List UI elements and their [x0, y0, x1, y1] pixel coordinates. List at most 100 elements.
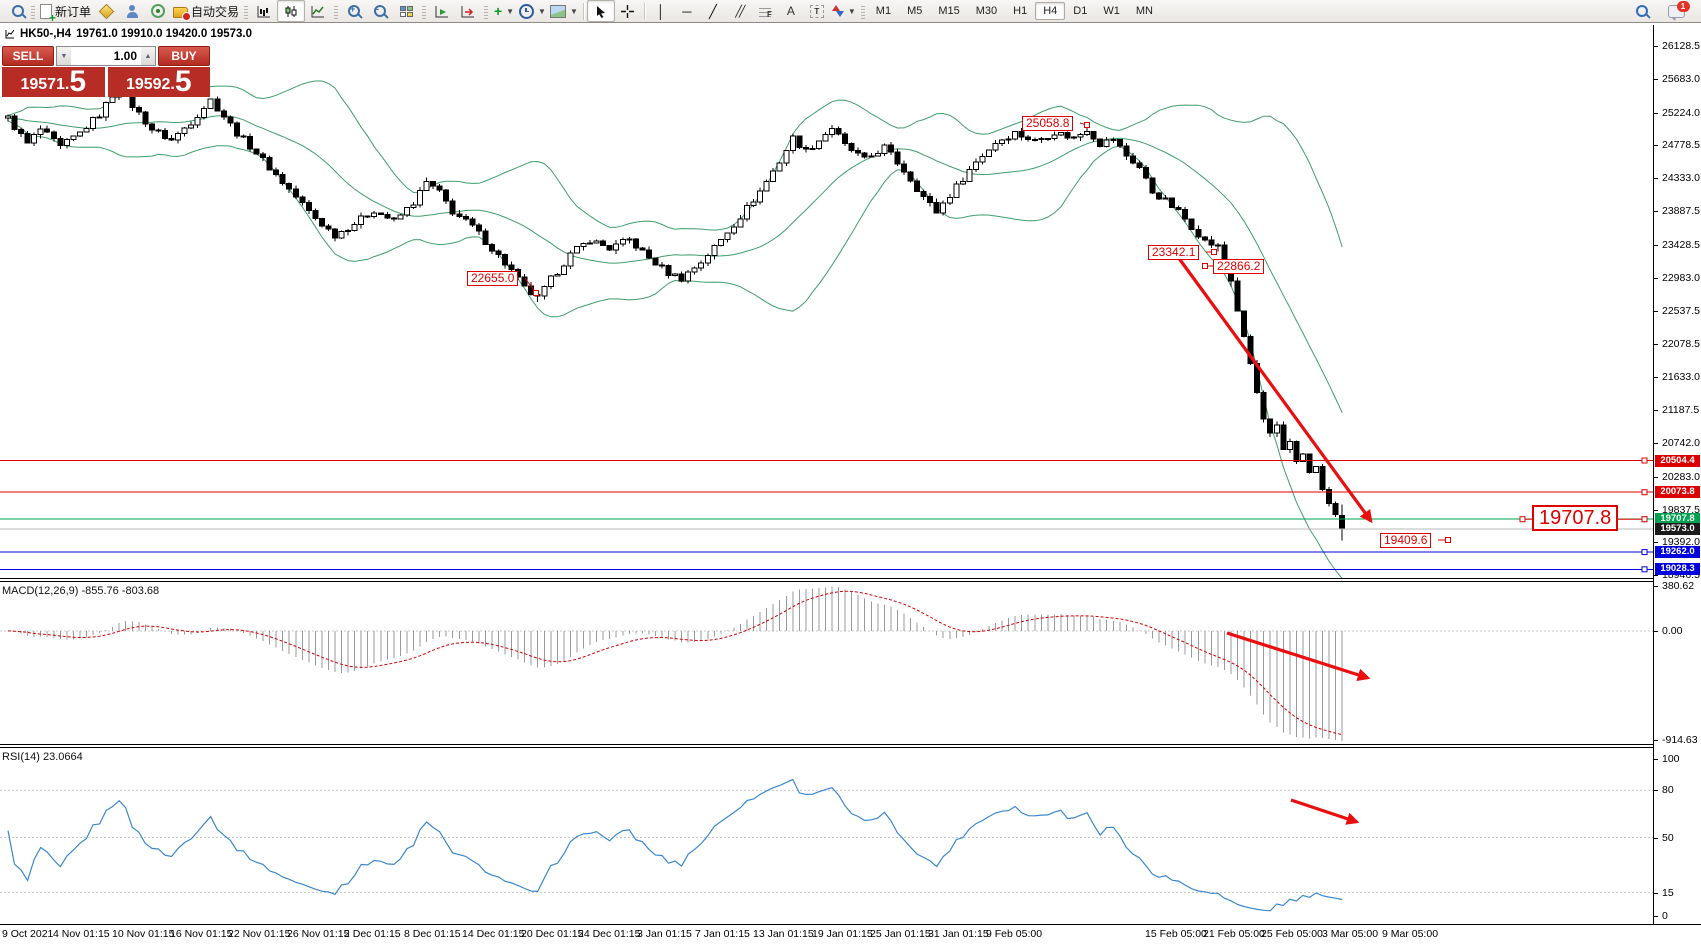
candlestick-chart-button[interactable]	[277, 0, 306, 22]
periods-button[interactable]: ▼	[517, 1, 548, 21]
auto-scroll-button[interactable]	[429, 1, 455, 21]
big-price-label[interactable]: 19707.8	[1532, 505, 1619, 531]
new-order-button[interactable]: 新订单	[38, 1, 93, 24]
panel-divider	[0, 924, 1701, 925]
level-lines[interactable]	[0, 457, 1653, 573]
indicators-button[interactable]: + ▼	[491, 1, 517, 21]
axis-price-badge: 20504.4	[1655, 455, 1700, 467]
price-axis[interactable]: 26128.5 25683.0 25224.0 24778.5 24333.0 23887…	[1653, 25, 1701, 924]
tf-button-M15[interactable]: M15	[938, 5, 960, 17]
vertical-line-button[interactable]: │	[648, 1, 674, 21]
chevron-down-icon: ▼	[506, 6, 515, 16]
tf-button-H1[interactable]: H1	[1013, 5, 1028, 17]
axis-price-badge: 19262.0	[1655, 546, 1700, 558]
axis-tick	[1654, 893, 1658, 894]
bar-chart-button[interactable]	[251, 1, 277, 21]
tf-button-M30[interactable]: M30	[975, 5, 998, 17]
price-chart[interactable]	[0, 25, 1653, 578]
tf-button-H4[interactable]: H4	[1035, 2, 1066, 20]
candles-group	[5, 86, 1346, 541]
autotrading-button[interactable]: 自动交易	[171, 1, 241, 21]
symbol-period-label: HK50-,H4	[20, 28, 72, 40]
toolbar: 新订单 自动交易 + - +▼ ▼	[0, 0, 1701, 24]
axis-tick	[1654, 477, 1658, 478]
time-label: 14 Dec 01:15	[462, 928, 525, 940]
rsi-panel[interactable]: RSI(14) 23.0664	[0, 748, 1653, 924]
buy-button[interactable]: BUY	[158, 46, 210, 66]
macd-panel[interactable]: MACD(12,26,9) -855.76 -803.68	[0, 582, 1653, 744]
chart-shift-button[interactable]	[455, 1, 481, 21]
notifications-button[interactable]: 1	[1663, 0, 1690, 21]
text-button[interactable]: A	[778, 1, 804, 21]
line-chart-button[interactable]	[305, 1, 331, 21]
zoom-out-button[interactable]: -	[367, 1, 393, 21]
time-label: 10 Nov 01:15	[112, 928, 175, 940]
axis-tick	[1654, 178, 1658, 179]
panel-divider	[0, 581, 1701, 582]
buy-price[interactable]: 19592. 5	[107, 67, 210, 97]
sell-price[interactable]: 19571. 5	[2, 67, 105, 97]
fibonacci-icon	[758, 5, 772, 19]
volume-input[interactable]	[71, 47, 141, 65]
main-chart-panel[interactable]: HK50-,H4 19761.0 19910.0 19420.0 19573.0…	[0, 25, 1653, 578]
volume-box: ▼ ▲	[56, 46, 156, 66]
trend-arrow[interactable]	[1290, 798, 1360, 825]
axis-tick	[1654, 79, 1658, 80]
text-label-button[interactable]: T	[804, 1, 830, 21]
tf-button-W1[interactable]: W1	[1103, 5, 1120, 17]
time-axis[interactable]: 9 Oct 2021 4 Nov 01:15 10 Nov 01:15 16 Nov …	[0, 925, 1701, 944]
toolbar-grip	[860, 3, 865, 19]
price-label[interactable]: 22866.2	[1213, 259, 1265, 274]
time-label: 22 Nov 01:15	[228, 928, 291, 940]
metaeditor-icon	[98, 3, 114, 19]
trend-arrow[interactable]	[1226, 631, 1371, 681]
cursor-icon	[596, 5, 605, 18]
time-label: 8 Dec 01:15	[404, 928, 461, 940]
horizontal-line-icon: ─	[682, 3, 692, 19]
crosshair-button[interactable]	[615, 1, 641, 21]
experts-button[interactable]	[119, 1, 145, 21]
signals-button[interactable]	[145, 1, 171, 21]
axis-tick	[1654, 916, 1658, 917]
fibonacci-button[interactable]	[752, 1, 778, 21]
horizontal-line-button[interactable]: ─	[674, 1, 700, 21]
trendline-button[interactable]: ╱	[700, 1, 726, 21]
market-watch-icon[interactable]	[2, 1, 28, 21]
rsi-chart[interactable]	[0, 748, 1653, 924]
tile-windows-button[interactable]	[393, 1, 419, 21]
price-label[interactable]: 25058.8	[1022, 116, 1074, 131]
macd-chart[interactable]	[0, 582, 1653, 744]
axis-tick	[1654, 344, 1658, 345]
sell-button[interactable]: SELL	[2, 46, 54, 66]
metaeditor-button[interactable]	[93, 1, 119, 21]
search-button[interactable]	[1629, 1, 1655, 21]
channel-button[interactable]: ╱╱	[726, 1, 752, 21]
axis-price-label: 26128.5	[1662, 40, 1700, 52]
chart-title: HK50-,H4 19761.0 19910.0 19420.0 19573.0	[5, 28, 252, 40]
candlestick-icon	[285, 5, 297, 17]
arrows-button[interactable]: ▼	[830, 1, 858, 21]
volume-up-button[interactable]: ▲	[141, 47, 155, 65]
tf-button-M1[interactable]: M1	[875, 5, 892, 17]
trend-arrow[interactable]	[1176, 256, 1373, 524]
zoom-in-button[interactable]: +	[341, 1, 367, 21]
price-label[interactable]: 19409.6	[1380, 533, 1432, 548]
panel-divider[interactable]	[0, 578, 1701, 579]
panel-divider[interactable]	[0, 744, 1701, 745]
time-label: 24 Dec 01:15	[578, 928, 641, 940]
volume-down-button[interactable]: ▼	[57, 47, 71, 65]
rsi-axis-label: 0	[1662, 910, 1668, 922]
tf-button-MN[interactable]: MN	[1135, 5, 1153, 17]
tf-button-M5[interactable]: M5	[907, 5, 923, 17]
cursor-button[interactable]	[586, 0, 615, 22]
expert-advisor-icon	[126, 4, 139, 18]
price-label[interactable]: 22655.0	[467, 271, 519, 286]
sell-price-big-digit: 5	[69, 65, 87, 98]
axis-price-label: 22537.5	[1662, 305, 1700, 317]
price-label[interactable]: 23342.1	[1148, 245, 1200, 260]
axis-tick	[1654, 838, 1658, 839]
axis-price-label: 19392.0	[1662, 536, 1700, 548]
tf-button-D1[interactable]: D1	[1073, 5, 1088, 17]
templates-button[interactable]: ▼	[548, 1, 580, 21]
